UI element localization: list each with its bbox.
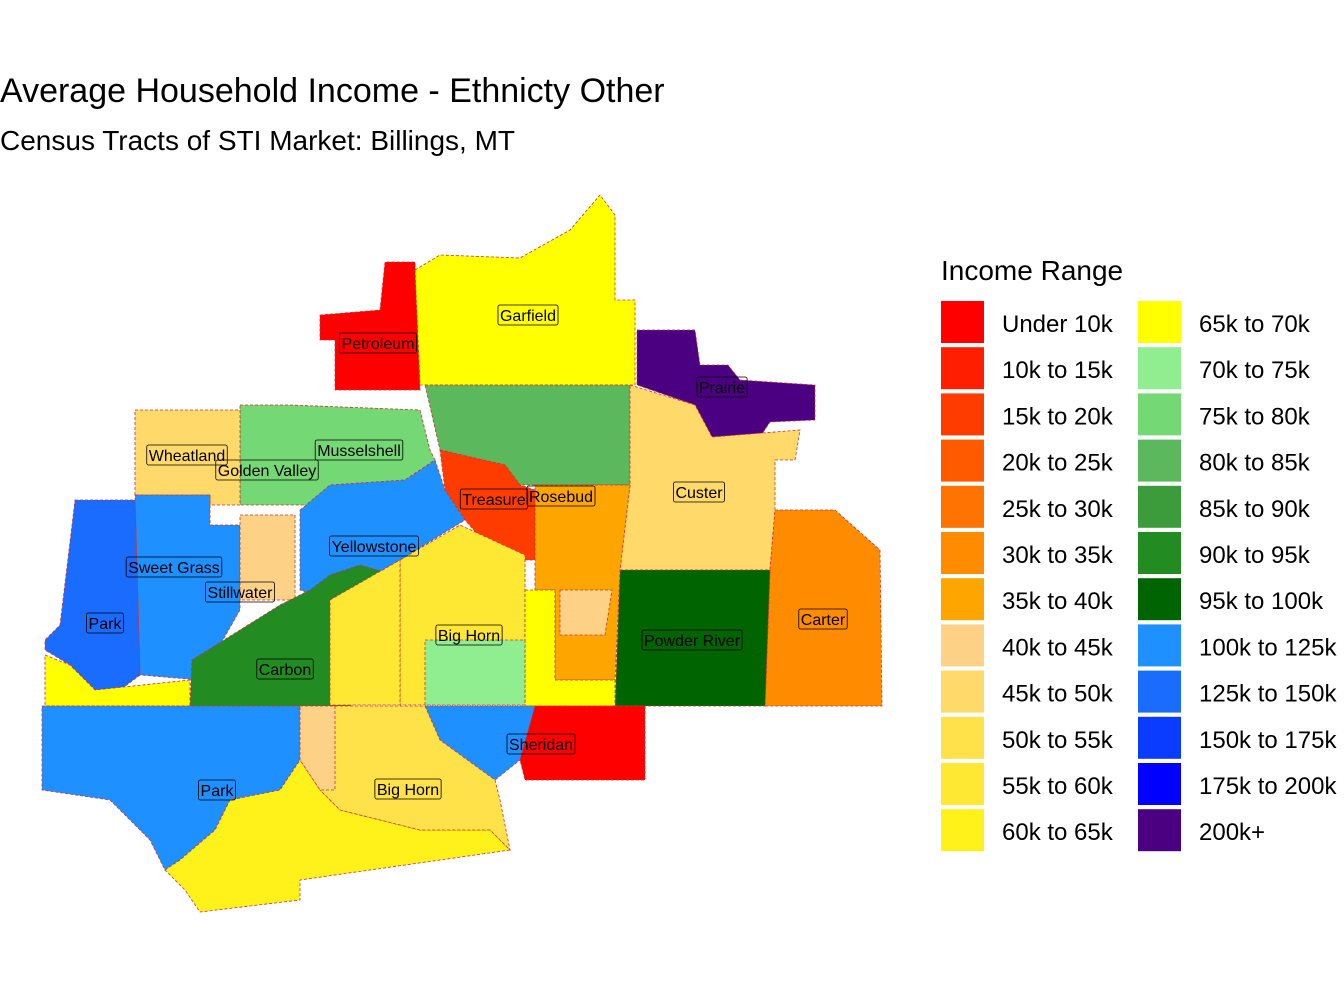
map-label: Golden Valley bbox=[218, 463, 316, 480]
map-label: Musselshell bbox=[317, 443, 401, 460]
map-label: Park bbox=[201, 783, 235, 800]
legend-swatch bbox=[1138, 532, 1181, 574]
map-label-box bbox=[459, 488, 529, 510]
map-label-box bbox=[125, 556, 223, 578]
legend-label: 50k to 55k bbox=[1002, 727, 1114, 754]
map-label: Sheridan bbox=[509, 737, 573, 754]
legend-title: Income Range bbox=[941, 255, 1123, 286]
legend-label: 70k to 75k bbox=[1199, 357, 1311, 384]
map-label-box bbox=[314, 439, 404, 461]
map-label: Big Horn bbox=[377, 782, 439, 799]
map-label-box bbox=[673, 481, 725, 503]
legend-label: 150k to 175k bbox=[1199, 727, 1337, 754]
legend-swatch bbox=[1138, 578, 1181, 621]
subtitle: Census Tracts of STI Market: Billings, M… bbox=[0, 125, 515, 156]
legend-swatch bbox=[1138, 624, 1181, 667]
map-label: Rosebud bbox=[529, 489, 593, 506]
map-label-box bbox=[86, 612, 124, 634]
map-label: Stillwater bbox=[208, 585, 274, 602]
map-label: Sweet Grass bbox=[128, 560, 220, 577]
legend-label: 175k to 200k bbox=[1199, 773, 1337, 800]
map-regions bbox=[41, 194, 883, 913]
map-label: Garfield bbox=[500, 308, 556, 325]
map-label: Prairie bbox=[699, 380, 745, 397]
legend: Under 10k 10k to 15k 15k to 20k 20k to 25k 2… bbox=[941, 301, 1337, 852]
legend-label: 125k to 150k bbox=[1199, 681, 1337, 708]
legend-swatch bbox=[941, 624, 984, 667]
legend-label: 20k to 25k bbox=[1002, 450, 1114, 477]
legend-swatch bbox=[941, 439, 984, 482]
legend-swatch bbox=[941, 347, 984, 390]
legend-swatch bbox=[941, 809, 984, 852]
map-label: Petroleum bbox=[342, 336, 415, 353]
map-label: Custer bbox=[675, 485, 723, 502]
legend-label: 25k to 30k bbox=[1002, 496, 1114, 523]
map-label: Carter bbox=[801, 612, 846, 629]
map-labels: Petroleum Garfield Prairie WheatlandGolden … bbox=[86, 304, 848, 801]
map-label: Wheatland bbox=[149, 448, 226, 465]
map-label-box bbox=[506, 733, 576, 755]
legend-swatch bbox=[1138, 716, 1181, 759]
map-label-box bbox=[435, 624, 503, 646]
map-label-box bbox=[198, 779, 236, 801]
map-label: Park bbox=[89, 616, 123, 633]
legend-swatch bbox=[941, 670, 984, 713]
legend-label: 30k to 35k bbox=[1002, 542, 1114, 569]
legend-swatch bbox=[1138, 301, 1181, 343]
legend-label: Under 10k bbox=[1002, 311, 1114, 338]
legend-label: 45k to 50k bbox=[1002, 681, 1114, 708]
legend-swatch bbox=[1138, 393, 1181, 436]
legend-label: 60k to 65k bbox=[1002, 819, 1114, 846]
legend-swatch bbox=[941, 485, 984, 528]
legend-label: 15k to 20k bbox=[1002, 403, 1114, 430]
map-label: Treasure bbox=[462, 492, 526, 509]
legend-label: 55k to 60k bbox=[1002, 773, 1114, 800]
map-label-box bbox=[696, 376, 748, 398]
legend-swatch bbox=[941, 532, 984, 574]
legend-swatch bbox=[1138, 809, 1181, 852]
legend-swatch bbox=[941, 578, 984, 621]
legend-label: 75k to 80k bbox=[1199, 403, 1311, 430]
title: Average Household Income - Ethnicty Othe… bbox=[0, 72, 665, 110]
legend-label: 35k to 40k bbox=[1002, 588, 1114, 615]
legend-label: 10k to 15k bbox=[1002, 357, 1114, 384]
legend-swatch bbox=[1138, 485, 1181, 528]
legend-swatch bbox=[941, 716, 984, 759]
map-label-box bbox=[526, 485, 596, 507]
legend-swatch bbox=[941, 301, 984, 343]
map-label-box bbox=[374, 778, 442, 800]
legend-swatch bbox=[941, 393, 984, 436]
legend-swatch bbox=[1138, 439, 1181, 482]
map-label-box bbox=[798, 608, 848, 630]
map-label-box bbox=[146, 444, 228, 466]
legend-label: 95k to 100k bbox=[1199, 588, 1324, 615]
map-label-box bbox=[256, 658, 314, 680]
map-label-box bbox=[329, 535, 419, 557]
legend-label: 90k to 95k bbox=[1199, 542, 1311, 569]
legend-swatch bbox=[1138, 763, 1181, 805]
map-label: Big Horn bbox=[438, 628, 500, 645]
map-label-box bbox=[339, 332, 417, 354]
map-label: Yellowstone bbox=[332, 539, 417, 556]
map-label-box bbox=[497, 304, 559, 326]
legend-swatch bbox=[1138, 670, 1181, 713]
legend-label: 40k to 45k bbox=[1002, 634, 1114, 661]
map-label-box bbox=[205, 581, 275, 603]
legend-label: 200k+ bbox=[1199, 819, 1265, 846]
map-label: Powder River bbox=[644, 633, 741, 650]
map-label-box bbox=[641, 629, 743, 651]
legend-label: 85k to 90k bbox=[1199, 496, 1311, 523]
legend-label: 80k to 85k bbox=[1199, 450, 1311, 477]
legend-label: 65k to 70k bbox=[1199, 311, 1311, 338]
map-label-box bbox=[215, 459, 319, 481]
legend-swatch bbox=[1138, 347, 1181, 390]
legend-swatch bbox=[941, 763, 984, 805]
map-label: Carbon bbox=[259, 662, 311, 679]
legend-label: 100k to 125k bbox=[1199, 634, 1337, 661]
